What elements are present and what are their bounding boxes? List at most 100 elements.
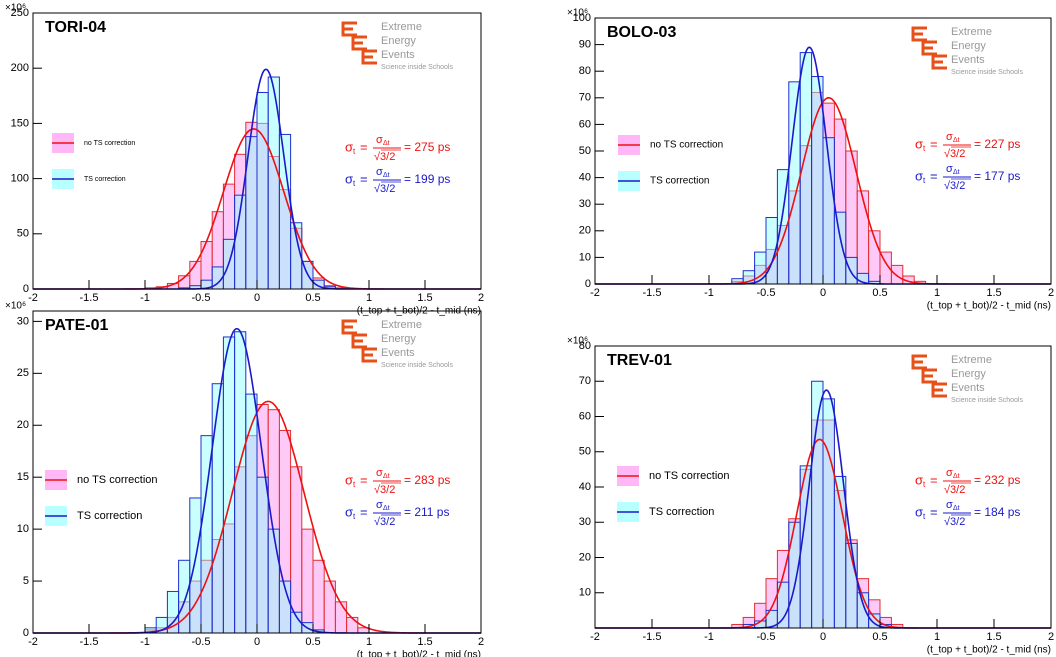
annotation-denominator: √3/2 [944,484,965,496]
y-tick-label: 100 [11,173,29,185]
x-tick-label: 1.5 [986,287,1001,299]
y-tick-label: 40 [579,172,591,184]
y-scale-label: ×10⁶ [567,336,588,347]
annotation-numerator-subscript: Δt [953,169,960,176]
y-tick-label: 90 [579,39,591,51]
y-tick-label: 60 [579,118,591,130]
x-tick-label: -1 [704,631,714,643]
x-tick-label: -0.5 [192,292,211,304]
legend-label: no TS correction [649,470,730,482]
y-tick-label: 20 [17,419,29,431]
x-tick-label: -0.5 [757,287,776,299]
annotation-symbol: σ [915,472,923,487]
chart-title: TREV-01 [607,352,672,369]
annotation-denominator: √3/2 [374,151,395,163]
annotation-numerator: σ [946,163,953,175]
y-tick-label: 0 [23,627,29,639]
histogram-bar [278,133,292,290]
annotation-symbol: σ [345,139,353,154]
annotation-numerator-subscript: Δt [953,137,960,144]
y-tick-label: 0 [23,283,29,295]
annotation-numerator-subscript: Δt [383,473,390,480]
histogram-bar [856,190,870,285]
y-tick-label: 70 [579,92,591,104]
histogram-bar [890,264,904,285]
logo-mark [341,21,357,37]
x-tick-label: 1 [934,287,940,299]
annotation-subscript: t [353,480,356,489]
y-tick-label: 10 [579,251,591,263]
x-tick-label: -1.5 [643,631,662,643]
y-tick-label: 250 [11,7,29,19]
y-tick-label: 50 [579,145,591,157]
logo-text: Extreme [951,26,992,38]
logo-text: Events [381,49,415,61]
x-axis-label: (t_top + t_bot)/2 - t_mid (ns) [927,645,1051,656]
x-tick-label: 1.5 [986,631,1001,643]
histogram-bar [189,260,202,290]
y-tick-label: 25 [17,367,29,379]
histogram-bar [312,559,325,634]
annotation-symbol: σ [915,136,923,151]
histogram-bar [788,521,801,629]
legend-label: TS correction [84,176,126,183]
logo-mark [351,333,367,349]
annotation-symbol: σ [345,171,353,186]
histogram-bar [822,398,835,629]
y-tick-label: 0 [585,278,591,290]
logo-text: Energy [381,333,416,345]
x-tick-label: -1.5 [643,287,662,299]
chart-title: TORI-04 [45,19,106,36]
logo-text: Energy [951,40,986,52]
annotation-subscript: t [923,144,926,153]
logo-mark [341,319,357,335]
annotation-numerator: σ [376,134,383,146]
logo-text: Extreme [951,354,992,366]
x-tick-label: -1 [140,292,150,304]
logo-text: Science inside Schools [951,69,1023,76]
annotation-numerator-subscript: Δt [953,473,960,480]
histogram-bar [833,211,847,285]
histogram-bar [256,91,269,290]
histogram-bar [256,476,269,634]
x-tick-label: 1 [934,631,940,643]
annotation-symbol: σ [915,168,923,183]
logo-mark [361,49,377,65]
annotation-subscript: t [923,480,926,489]
logo-text: Science inside Schools [381,362,453,369]
chart-title: BOLO-03 [607,24,676,41]
legend-label: no TS correction [650,140,723,151]
annotation-numerator-subscript: Δt [383,505,390,512]
y-tick-label: 20 [579,551,591,563]
chart-title: PATE-01 [45,317,109,334]
y-tick-label: 10 [17,523,29,535]
legend-label: TS correction [649,506,714,518]
y-tick-label: 80 [579,340,591,352]
histogram-bar [811,76,824,285]
x-tick-label: 0 [820,287,826,299]
annotation-denominator: √3/2 [944,516,965,528]
y-tick-label: 60 [579,410,591,422]
annotation-numerator: σ [376,166,383,178]
logo-text: Science inside Schools [381,64,453,71]
y-tick-label: 50 [579,446,591,458]
x-tick-label: 0 [254,636,260,648]
logo-text: Science inside Schools [951,397,1023,404]
histogram-bar [334,601,348,634]
x-tick-label: 0.5 [872,287,887,299]
x-tick-label: 1 [366,292,372,304]
x-axis-label: (t_top + t_bot)/2 - t_mid (ns) [357,650,481,657]
y-scale-label: ×10⁶ [5,301,26,312]
logo-text: Events [951,54,985,66]
y-tick-label: 15 [17,471,29,483]
histogram-bar [234,331,247,634]
x-tick-label: 2 [1048,631,1054,643]
logo-mark [921,40,937,56]
x-tick-label: -2 [590,631,600,643]
legend-label: TS correction [650,176,709,187]
histogram-bar [346,616,359,634]
y-tick-label: 150 [11,117,29,129]
annotation-equals: = [360,139,368,154]
x-tick-label: -2 [590,287,600,299]
